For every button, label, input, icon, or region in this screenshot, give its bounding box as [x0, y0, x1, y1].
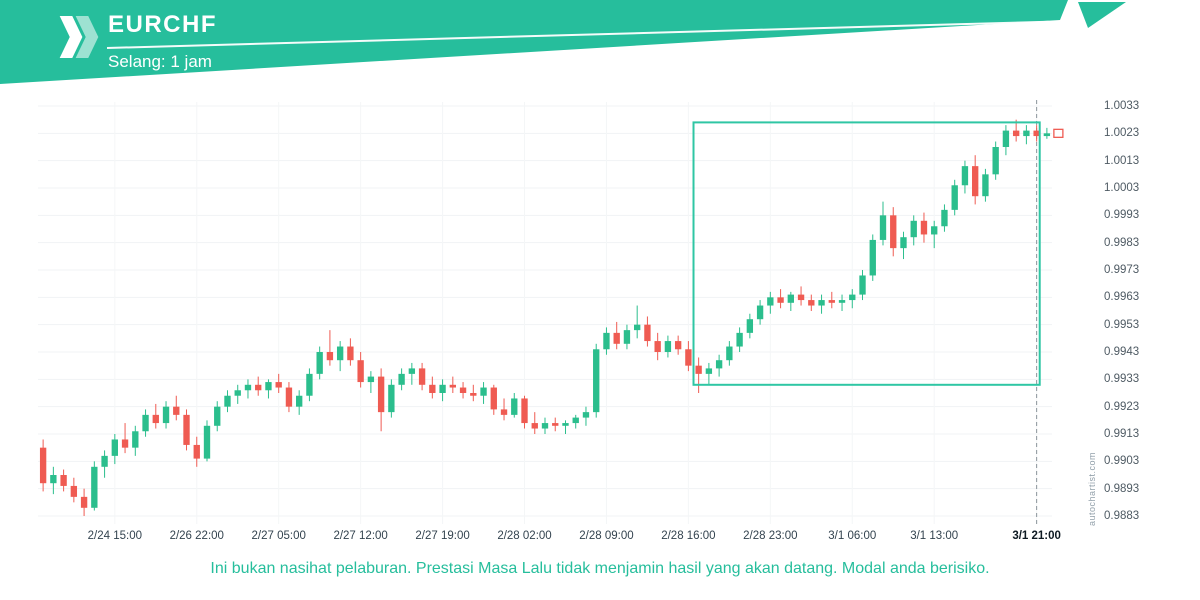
x-axis-label: 2/26 22:00: [169, 530, 224, 542]
disclaimer-text: Ini bukan nasihat pelaburan. Prestasi Ma…: [210, 560, 990, 577]
y-axis-label: 0.9973: [1104, 264, 1140, 276]
symbol-title: EURCHF: [108, 11, 217, 38]
y-axis-label: 1.0033: [1104, 100, 1140, 112]
watermark: autochartist.com: [1087, 451, 1097, 526]
y-axis-label: 1.0013: [1104, 154, 1140, 167]
y-axis-label: 0.9963: [1104, 291, 1140, 304]
x-axis-label: 2/27 05:00: [251, 530, 306, 542]
x-axis-label: 2/28 09:00: [579, 530, 634, 542]
interval-label: Selang: 1 jam: [108, 52, 212, 71]
x-axis-label: 2/27 19:00: [415, 530, 470, 542]
y-axis-label: 0.9933: [1104, 373, 1140, 386]
x-axis-label: 3/1 06:00: [828, 530, 877, 542]
autochartist-logo-icon: [58, 8, 100, 71]
y-axis-label: 1.0003: [1104, 182, 1140, 194]
x-axis-label: 2/28 23:00: [743, 530, 798, 542]
price-chart-svg: [38, 100, 1064, 526]
y-axis-label: 0.9943: [1104, 346, 1140, 358]
x-axis-label: 3/1 21:00: [1012, 530, 1061, 542]
y-axis-label: 0.9983: [1104, 236, 1140, 249]
candlestick-chart: [38, 98, 1068, 528]
y-axis-label: 0.9903: [1104, 455, 1140, 468]
y-axis-label: 0.9893: [1104, 482, 1140, 495]
y-axis-label: 0.9993: [1104, 209, 1140, 222]
x-axis-label: 2/27 12:00: [333, 530, 388, 542]
y-axis-label: 1.0023: [1104, 127, 1140, 140]
y-axis-label: 0.9913: [1104, 428, 1140, 440]
x-axis-label: 2/24 15:00: [87, 530, 142, 542]
y-axis-label: 0.9923: [1104, 400, 1140, 413]
y-axis-label: 0.9883: [1104, 510, 1140, 522]
x-axis-label: 2/28 02:00: [497, 530, 552, 542]
x-axis-label: 3/1 13:00: [910, 530, 959, 542]
y-axis-label: 0.9953: [1104, 318, 1140, 331]
x-axis-label: 2/28 16:00: [661, 530, 716, 542]
